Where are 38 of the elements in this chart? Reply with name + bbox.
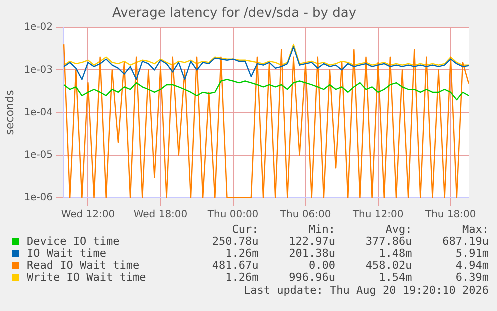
text: Last update: Thu Aug 20 19:20:10 2026 <box>242 284 489 297</box>
text: 1.26m <box>224 271 259 284</box>
text: Max: <box>462 223 489 236</box>
x-tick-label: Wed 18:00 <box>134 210 188 221</box>
x-tick-label: Thu 12:00 <box>352 210 404 221</box>
legend-label: IO Wait time <box>26 247 108 260</box>
text: 996.96u <box>288 271 336 284</box>
y-tick-label: 1e-06 <box>24 192 54 204</box>
x-tick-label: Thu 06:00 <box>279 210 332 221</box>
x-tick-label: Wed 12:00 <box>61 210 116 221</box>
text: 201.38u <box>288 247 336 260</box>
y-tick-label: 1e-03 <box>24 64 54 76</box>
text: 458.02u <box>364 259 412 272</box>
x-tick-label: Thu 18:00 <box>424 210 476 221</box>
chart-title: Average latency for /dev/sda - by day <box>112 6 357 22</box>
legend-label: Device IO time <box>26 235 121 248</box>
text: 6.39m <box>454 271 489 284</box>
y-tick-label: 1e-04 <box>24 107 54 118</box>
y-tick-label: 1e-02 <box>24 22 54 34</box>
y-axis-title: seconds <box>3 90 16 136</box>
text: 1.26m <box>224 247 259 260</box>
y-tick-label: 1e-05 <box>24 150 54 161</box>
text: 4.94m <box>454 259 489 272</box>
text: Min: <box>308 223 336 236</box>
text: 122.97u <box>288 235 336 248</box>
text: Cur: <box>231 223 259 236</box>
text: 377.86u <box>364 235 412 248</box>
text: 481.67u <box>211 259 259 272</box>
text: 0.00 <box>308 259 336 272</box>
legend-label: Read IO Wait time <box>26 259 141 272</box>
text: Avg: <box>384 223 412 236</box>
text: 5.91m <box>454 247 489 260</box>
text: 1.48m <box>378 247 412 260</box>
x-tick-label: Thu 00:00 <box>206 210 259 221</box>
legend-label: Write IO Wait time <box>26 271 148 284</box>
text: 687.19u <box>442 235 489 248</box>
text: 250.78u <box>211 235 259 248</box>
text: 1.54m <box>378 271 412 284</box>
